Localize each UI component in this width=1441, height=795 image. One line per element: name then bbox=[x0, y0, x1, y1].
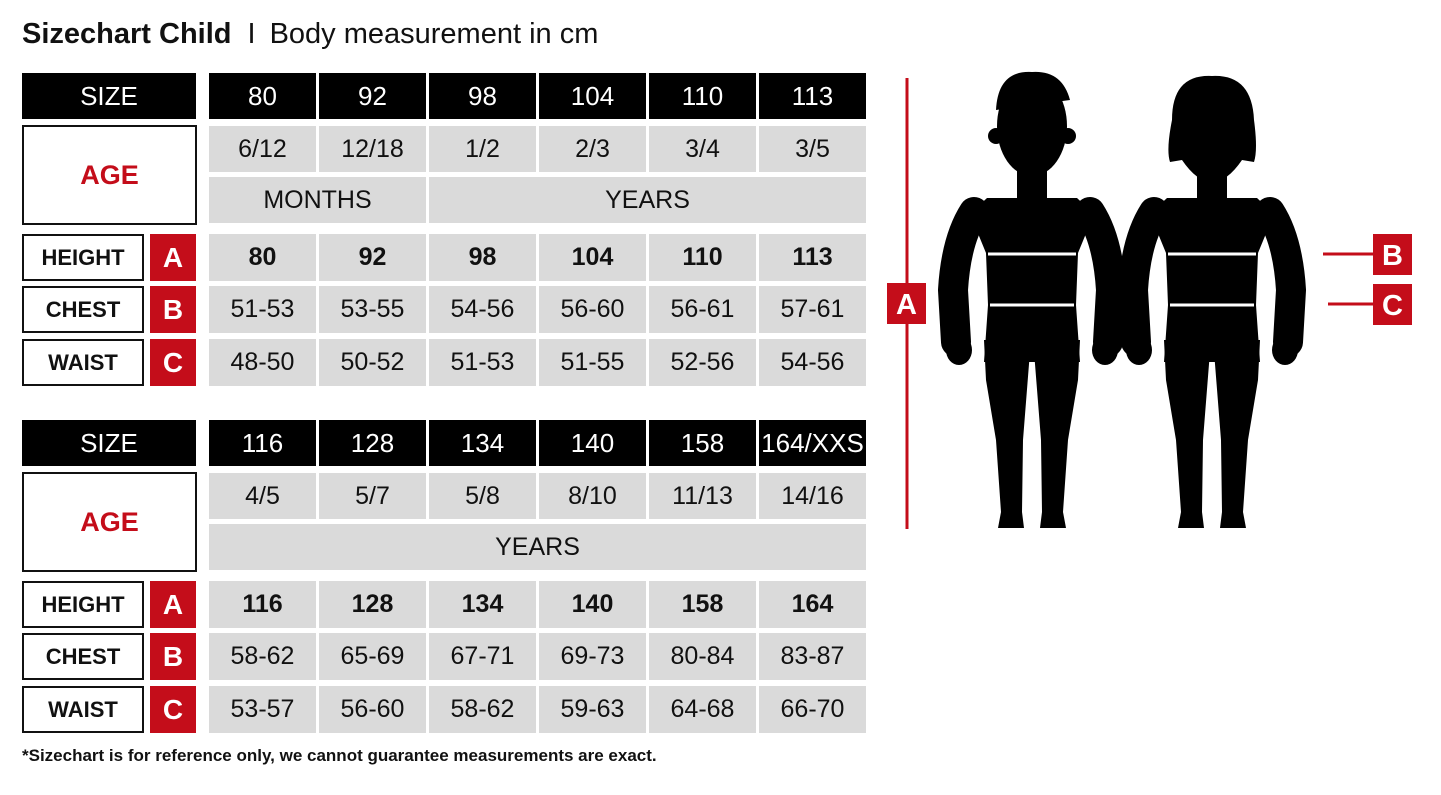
age-cell: 6/12 bbox=[209, 126, 316, 172]
row-label-height: HEIGHT bbox=[22, 234, 144, 281]
measurement-cell: 53-55 bbox=[319, 286, 426, 333]
title-subtitle: Body measurement in cm bbox=[269, 18, 599, 50]
row-label-height: HEIGHT bbox=[22, 581, 144, 628]
height-letter: A bbox=[896, 289, 917, 321]
measurement-cell: 66-70 bbox=[759, 686, 866, 733]
measure-letter-badge: B bbox=[150, 286, 196, 333]
measurement-cell: 58-62 bbox=[209, 633, 316, 680]
measurement-cell: 164 bbox=[759, 581, 866, 628]
page-title: Sizechart Child I Body measurement in cm bbox=[22, 18, 598, 51]
measurement-cell: 92 bbox=[319, 234, 426, 281]
age-cell: 12/18 bbox=[319, 126, 426, 172]
measurement-cell: 110 bbox=[649, 234, 756, 281]
measurement-cell: 158 bbox=[649, 581, 756, 628]
footnote: *Sizechart is for reference only, we can… bbox=[22, 746, 657, 765]
age-cell: 4/5 bbox=[209, 473, 316, 519]
size-column-header: 110 bbox=[649, 73, 756, 119]
size-column-header: 164/XXS bbox=[759, 420, 866, 466]
measurement-cell: 56-60 bbox=[319, 686, 426, 733]
size-header: SIZE bbox=[22, 73, 196, 119]
age-label: AGE bbox=[22, 125, 197, 225]
measurement-cell: 80 bbox=[209, 234, 316, 281]
measurement-cell: 65-69 bbox=[319, 633, 426, 680]
measurement-cell: 57-61 bbox=[759, 286, 866, 333]
measurement-cell: 67-71 bbox=[429, 633, 536, 680]
age-cell: 11/13 bbox=[649, 473, 756, 519]
size-column-header: 80 bbox=[209, 73, 316, 119]
chest-indicator: B bbox=[1323, 234, 1412, 275]
size-column-header: 92 bbox=[319, 73, 426, 119]
measurement-cell: 51-53 bbox=[429, 339, 536, 386]
row-label-chest: CHEST bbox=[22, 286, 144, 333]
measurement-cell: 56-61 bbox=[649, 286, 756, 333]
measurement-cell: 83-87 bbox=[759, 633, 866, 680]
title-separator: I bbox=[247, 18, 256, 50]
measure-letter-badge: C bbox=[150, 339, 196, 386]
age-cell: 5/7 bbox=[319, 473, 426, 519]
measurement-cell: 50-52 bbox=[319, 339, 426, 386]
measurement-cell: 53-57 bbox=[209, 686, 316, 733]
measurement-cell: 113 bbox=[759, 234, 866, 281]
measure-letter-badge: B bbox=[150, 633, 196, 680]
measurement-cell: 54-56 bbox=[429, 286, 536, 333]
size-column-header: 158 bbox=[649, 420, 756, 466]
measurement-cell: 64-68 bbox=[649, 686, 756, 733]
size-column-header: 116 bbox=[209, 420, 316, 466]
age-unit-cell: YEARS bbox=[429, 177, 866, 223]
measurement-cell: 104 bbox=[539, 234, 646, 281]
measure-letter-badge: A bbox=[150, 581, 196, 628]
measurement-cell: 48-50 bbox=[209, 339, 316, 386]
age-cell: 2/3 bbox=[539, 126, 646, 172]
waist-letter: C bbox=[1382, 290, 1403, 322]
title-main: Sizechart Child bbox=[22, 18, 232, 50]
measurement-cell: 116 bbox=[209, 581, 316, 628]
measurement-cell: 54-56 bbox=[759, 339, 866, 386]
measurement-cell: 51-53 bbox=[209, 286, 316, 333]
size-column-header: 104 bbox=[539, 73, 646, 119]
girl-silhouette-icon bbox=[1126, 75, 1298, 528]
size-column-header: 98 bbox=[429, 73, 536, 119]
row-label-chest: CHEST bbox=[22, 633, 144, 680]
age-cell: 3/4 bbox=[649, 126, 756, 172]
size-column-header: 128 bbox=[319, 420, 426, 466]
measurement-cell: 140 bbox=[539, 581, 646, 628]
size-column-header: 140 bbox=[539, 420, 646, 466]
row-label-waist: WAIST bbox=[22, 339, 144, 386]
age-cell: 8/10 bbox=[539, 473, 646, 519]
measure-letter-badge: C bbox=[150, 686, 196, 733]
age-cell: 5/8 bbox=[429, 473, 536, 519]
age-unit-cell: MONTHS bbox=[209, 177, 426, 223]
measurement-cell: 59-63 bbox=[539, 686, 646, 733]
measure-letter-badge: A bbox=[150, 234, 196, 281]
age-label: AGE bbox=[22, 472, 197, 572]
measurement-cell: 80-84 bbox=[649, 633, 756, 680]
measurement-cell: 128 bbox=[319, 581, 426, 628]
measurement-cell: 56-60 bbox=[539, 286, 646, 333]
measurement-cell: 51-55 bbox=[539, 339, 646, 386]
boy-silhouette-icon bbox=[946, 71, 1118, 528]
age-unit-cell: YEARS bbox=[209, 524, 866, 570]
measurement-cell: 52-56 bbox=[649, 339, 756, 386]
measurement-cell: 98 bbox=[429, 234, 536, 281]
height-indicator: A bbox=[887, 78, 926, 529]
age-cell: 14/16 bbox=[759, 473, 866, 519]
size-header: SIZE bbox=[22, 420, 196, 466]
measurement-cell: 58-62 bbox=[429, 686, 536, 733]
size-column-header: 134 bbox=[429, 420, 536, 466]
chest-letter: B bbox=[1382, 240, 1403, 272]
measurement-cell: 69-73 bbox=[539, 633, 646, 680]
waist-indicator: C bbox=[1328, 284, 1412, 325]
size-column-header: 113 bbox=[759, 73, 866, 119]
age-cell: 3/5 bbox=[759, 126, 866, 172]
age-cell: 1/2 bbox=[429, 126, 536, 172]
row-label-waist: WAIST bbox=[22, 686, 144, 733]
measurement-cell: 134 bbox=[429, 581, 536, 628]
